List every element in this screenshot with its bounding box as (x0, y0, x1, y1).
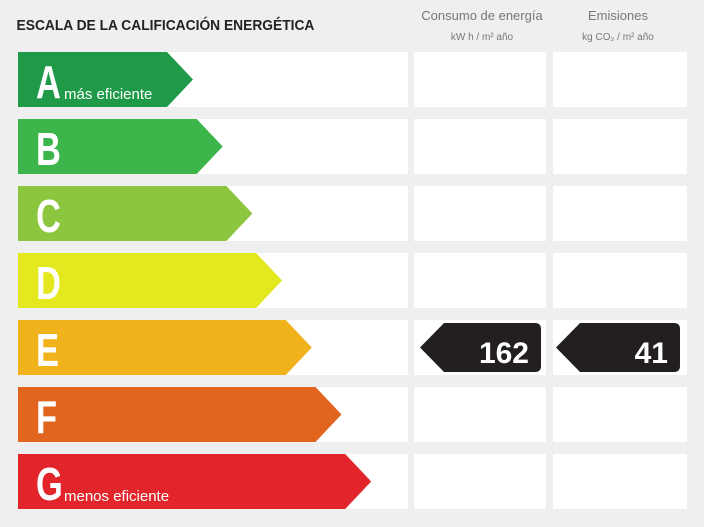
value-badge (556, 323, 680, 372)
rating-label: más eficiente (64, 86, 152, 103)
rating-arrow (18, 320, 312, 375)
cell (553, 387, 687, 442)
value-badge (420, 323, 541, 372)
cell (414, 186, 546, 241)
cell (553, 186, 687, 241)
cell (553, 52, 687, 107)
rating-letter: B (36, 123, 61, 175)
cell (553, 454, 687, 509)
column-title: Emisiones (588, 8, 648, 23)
cell (414, 119, 546, 174)
rating-arrow (18, 186, 253, 241)
rating-label: menos eficiente (64, 488, 169, 505)
rating-arrow (18, 119, 223, 174)
rating-arrow (18, 253, 283, 308)
value-label: 41 (635, 337, 668, 370)
rating-arrow (18, 52, 193, 107)
rating-arrow (18, 454, 372, 509)
rating-letter: G (36, 458, 63, 510)
rating-letter: C (36, 190, 61, 242)
rating-letter: D (36, 257, 61, 309)
column-title: Consumo de energía (421, 8, 543, 23)
rating-letter: A (36, 56, 61, 108)
cell (553, 253, 687, 308)
cell (553, 119, 687, 174)
column-unit: kW h / m² año (451, 32, 514, 43)
title: ESCALA DE LA CALIFICACIÓN ENERGÉTICA (17, 15, 315, 34)
rating-letter: E (36, 324, 59, 376)
cell (414, 387, 546, 442)
cell (414, 52, 546, 107)
rating-letter: F (36, 391, 57, 443)
rating-arrow (18, 387, 342, 442)
value-label: 162 (479, 337, 529, 370)
cell (414, 454, 546, 509)
cell (414, 253, 546, 308)
column-unit: kg CO₂ / m² año (582, 32, 654, 43)
